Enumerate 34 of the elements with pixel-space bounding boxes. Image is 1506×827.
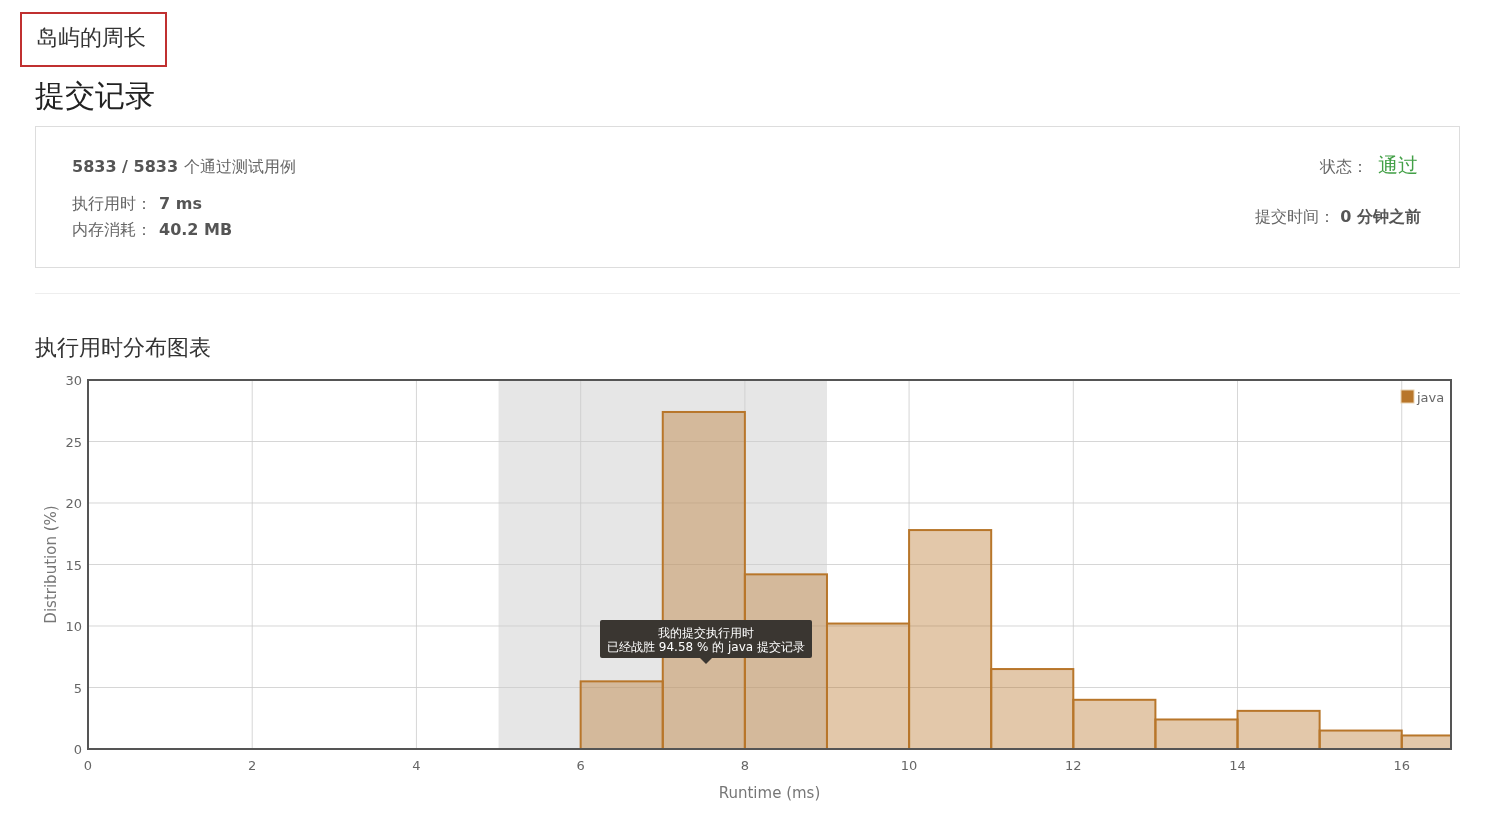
x-tick-label: 4 [412, 758, 421, 773]
text: 40.2 MB [159, 220, 233, 239]
legend-label: java [1416, 390, 1445, 405]
x-tick-label: 8 [740, 758, 750, 773]
y-tick-label: 20 [65, 496, 82, 511]
text: 0 分钟之前 [1340, 207, 1421, 226]
text: 岛屿的周长 [36, 25, 146, 50]
text: 通过 [1378, 153, 1418, 177]
y-tick-label: 5 [73, 680, 82, 696]
y-tick-label: 15 [65, 557, 82, 573]
x-tick-label: 10 [900, 758, 918, 773]
annotation: 已经战胜 94.58 % 的 java 提交记录 [607, 640, 805, 654]
y-tick-label: 25 [65, 434, 82, 450]
x-axis-title: Runtime (ms) [718, 784, 821, 802]
text: 执行用时： [72, 194, 152, 213]
y-tick-label: 30 [65, 373, 82, 388]
text: 提交记录 [35, 78, 155, 113]
text: 内存消耗： [72, 220, 152, 239]
y-axis-title: Distribution (%) [42, 505, 60, 624]
text: 5833 / 5833 [72, 157, 179, 176]
x-tick-label: 0 [83, 758, 93, 773]
x-tick-label: 6 [576, 758, 585, 773]
x-tick-label: 2 [248, 758, 257, 773]
text: 提交时间： [1255, 207, 1335, 226]
chart-title: 执行用时分布图表 [35, 335, 211, 360]
x-tick-label: 16 [1393, 758, 1411, 773]
y-tick-label: 0 [73, 742, 82, 757]
y-tick-label: 10 [65, 619, 82, 634]
x-tick-label: 14 [1229, 758, 1246, 773]
text: 个通过测试用例 [184, 157, 296, 176]
x-tick-label: 12 [1065, 758, 1082, 773]
text: 状态： [1319, 157, 1368, 176]
annotation: 我的提交执行用时 [658, 626, 754, 640]
text: 7 ms [159, 194, 202, 213]
